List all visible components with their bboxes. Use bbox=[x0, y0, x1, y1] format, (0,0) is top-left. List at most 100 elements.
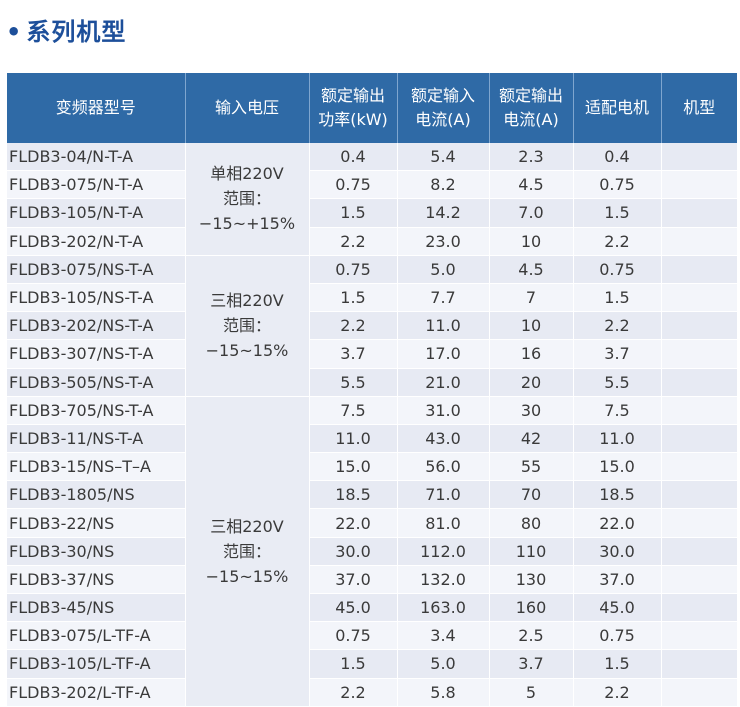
cell-output-current: 80 bbox=[489, 508, 574, 538]
table-body: FLDB3-04/N-T-A 单相220V 范围： −15~+15% 0.4 5.4 2.3… bbox=[7, 143, 738, 707]
cell-input-voltage: 三相220V 范围： −15~15% bbox=[185, 396, 310, 707]
cell-motor: 0.75 bbox=[573, 170, 662, 200]
cell-output-current: 10 bbox=[489, 311, 574, 341]
cell-input-current: 132.0 bbox=[397, 565, 490, 595]
voltage-line: 单相220V bbox=[210, 164, 284, 184]
header-input-voltage: 输入电压 bbox=[185, 73, 310, 143]
cell-type bbox=[661, 649, 738, 679]
cell-power: 2.2 bbox=[309, 678, 398, 707]
cell-model: FLDB3-075/N-T-A bbox=[7, 170, 186, 200]
table-row: FLDB3-04/N-T-A 单相220V 范围： −15~+15% 0.4 5.4 2.3… bbox=[7, 143, 738, 256]
cell-type bbox=[661, 424, 738, 454]
table-row: FLDB3-202/L-TF-A 2.2 5.8 5 2.2 bbox=[7, 678, 738, 707]
cell-type bbox=[661, 480, 738, 510]
cell-type bbox=[661, 143, 738, 172]
voltage-line: −15~+15% bbox=[198, 214, 296, 234]
header-output-current: 额定输出 电流(A) bbox=[489, 73, 574, 143]
cell-output-current: 160 bbox=[489, 593, 574, 623]
cell-type bbox=[661, 593, 738, 623]
cell-model: FLDB3-307/NS-T-A bbox=[7, 339, 186, 369]
cell-type bbox=[661, 508, 738, 538]
cell-output-current: 5 bbox=[489, 678, 574, 707]
voltage-line: 范围： bbox=[222, 189, 271, 209]
table-row: FLDB3-37/NS 37.0 132.0 130 37.0 bbox=[7, 565, 738, 595]
cell-input-current: 163.0 bbox=[397, 593, 490, 623]
cell-output-current: 3.7 bbox=[489, 649, 574, 679]
cell-output-current: 7 bbox=[489, 283, 574, 313]
cell-model: FLDB3-15/NS–T–A bbox=[7, 452, 186, 482]
cell-input-voltage: 单相220V 范围： −15~+15% bbox=[185, 143, 310, 256]
cell-type bbox=[661, 368, 738, 397]
cell-power: 1.5 bbox=[309, 283, 398, 313]
cell-motor: 0.4 bbox=[573, 143, 662, 172]
cell-output-current: 42 bbox=[489, 424, 574, 454]
cell-type bbox=[661, 311, 738, 341]
cell-input-current: 5.0 bbox=[397, 255, 490, 284]
cell-model: FLDB3-202/N-T-A bbox=[7, 227, 186, 256]
cell-input-current: 21.0 bbox=[397, 368, 490, 397]
cell-power: 11.0 bbox=[309, 424, 398, 454]
cell-type bbox=[661, 452, 738, 482]
cell-output-current: 4.5 bbox=[489, 255, 574, 284]
cell-output-current: 16 bbox=[489, 339, 574, 369]
table-row: FLDB3-15/NS–T–A 15.0 56.0 55 15.0 bbox=[7, 452, 738, 482]
cell-input-current: 5.8 bbox=[397, 678, 490, 707]
cell-model: FLDB3-37/NS bbox=[7, 565, 186, 595]
voltage-line: −15~15% bbox=[205, 566, 289, 586]
header-model: 变频器型号 bbox=[7, 73, 186, 143]
table-row: FLDB3-075/L-TF-A 0.75 3.4 2.5 0.75 bbox=[7, 621, 738, 651]
cell-motor: 30.0 bbox=[573, 537, 662, 566]
cell-type bbox=[661, 565, 738, 595]
table-row: FLDB3-202/NS-T-A 2.2 11.0 10 2.2 bbox=[7, 311, 738, 341]
table-row: FLDB3-11/NS-T-A 11.0 43.0 42 11.0 bbox=[7, 424, 738, 454]
cell-input-current: 5.0 bbox=[397, 649, 490, 679]
header-type: 机型 bbox=[661, 73, 737, 143]
cell-model: FLDB3-04/N-T-A bbox=[7, 143, 186, 172]
cell-model: FLDB3-22/NS bbox=[7, 508, 186, 538]
cell-motor: 11.0 bbox=[573, 424, 662, 454]
cell-input-current: 8.2 bbox=[397, 170, 490, 200]
cell-output-current: 4.5 bbox=[489, 170, 574, 200]
cell-power: 0.75 bbox=[309, 255, 398, 284]
cell-type bbox=[661, 621, 738, 651]
cell-input-current: 5.4 bbox=[397, 143, 490, 172]
table-row: FLDB3-30/NS 30.0 112.0 110 30.0 bbox=[7, 537, 738, 566]
cell-input-current: 43.0 bbox=[397, 424, 490, 454]
cell-output-current: 7.0 bbox=[489, 198, 574, 228]
cell-power: 37.0 bbox=[309, 565, 398, 595]
cell-model: FLDB3-705/NS-T-A bbox=[7, 396, 186, 425]
cell-power: 2.2 bbox=[309, 227, 398, 256]
cell-input-current: 7.7 bbox=[397, 283, 490, 313]
cell-motor: 3.7 bbox=[573, 339, 662, 369]
voltage-line: 三相220V bbox=[210, 291, 284, 311]
table-header-row: 变频器型号 输入电压 额定输出 功率(kW) 额定输入 电流(A) 额定输出 电流(A… bbox=[7, 73, 737, 143]
table-row: FLDB3-22/NS 22.0 81.0 80 22.0 bbox=[7, 508, 738, 538]
voltage-line: 范围： bbox=[222, 541, 271, 561]
cell-motor: 37.0 bbox=[573, 565, 662, 595]
cell-type bbox=[661, 170, 738, 200]
cell-motor: 2.2 bbox=[573, 227, 662, 256]
table-row: FLDB3-202/N-T-A 2.2 23.0 10 2.2 bbox=[7, 227, 738, 256]
cell-model: FLDB3-1805/NS bbox=[7, 480, 186, 510]
table-row: FLDB3-075/NS-T-A 三相220V 范围： −15~15% 0.75 5.0 4… bbox=[7, 255, 738, 397]
cell-motor: 0.75 bbox=[573, 621, 662, 651]
cell-type bbox=[661, 678, 738, 707]
cell-motor: 22.0 bbox=[573, 508, 662, 538]
cell-motor: 5.5 bbox=[573, 368, 662, 397]
cell-motor: 18.5 bbox=[573, 480, 662, 510]
cell-model: FLDB3-105/N-T-A bbox=[7, 198, 186, 228]
header-input-current: 额定输入 电流(A) bbox=[397, 73, 490, 143]
cell-power: 0.75 bbox=[309, 170, 398, 200]
cell-model: FLDB3-45/NS bbox=[7, 593, 186, 623]
table-row: FLDB3-105/N-T-A 1.5 14.2 7.0 1.5 bbox=[7, 198, 738, 228]
cell-type bbox=[661, 537, 738, 566]
cell-input-current: 81.0 bbox=[397, 508, 490, 538]
cell-model: FLDB3-075/NS-T-A bbox=[7, 255, 186, 284]
cell-input-current: 3.4 bbox=[397, 621, 490, 651]
table-row: FLDB3-1805/NS 18.5 71.0 70 18.5 bbox=[7, 480, 738, 510]
cell-output-current: 2.3 bbox=[489, 143, 574, 172]
cell-motor: 7.5 bbox=[573, 396, 662, 425]
cell-power: 1.5 bbox=[309, 649, 398, 679]
cell-input-current: 14.2 bbox=[397, 198, 490, 228]
cell-motor: 15.0 bbox=[573, 452, 662, 482]
